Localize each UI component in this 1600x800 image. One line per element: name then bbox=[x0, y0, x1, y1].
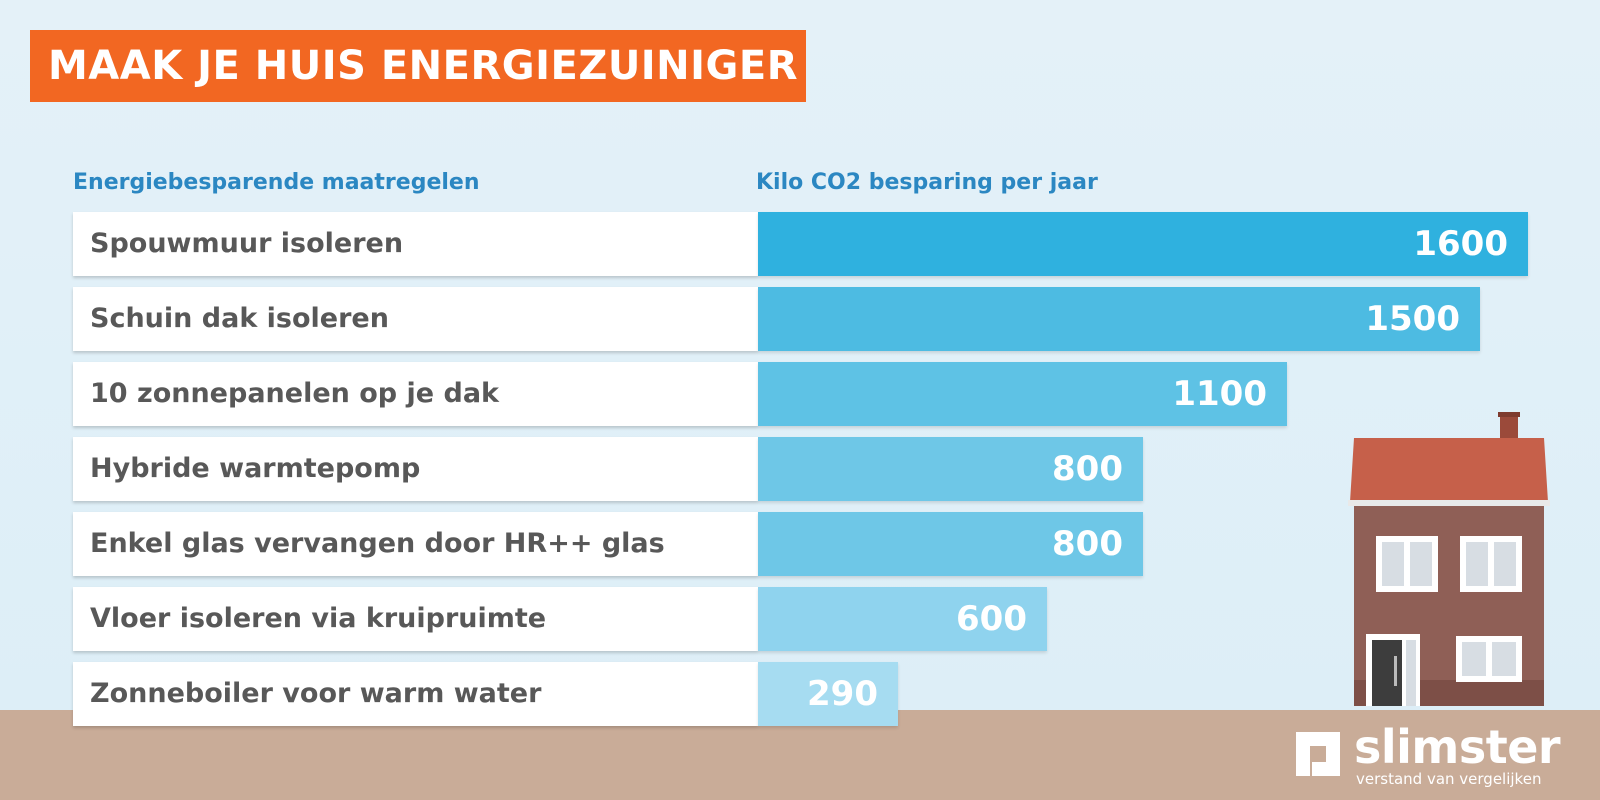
slimster-logo-icon bbox=[1296, 732, 1340, 776]
bar bbox=[758, 212, 1528, 276]
measures-header: Energiebesparende maatregelen bbox=[73, 170, 480, 195]
window-icon bbox=[1460, 536, 1522, 592]
brand-logo: slimster verstand van vergelijken bbox=[1290, 720, 1590, 790]
category-label: Schuin dak isoleren bbox=[73, 287, 758, 351]
page-title: MAAK JE HUIS ENERGIEZUINIGER bbox=[30, 30, 806, 102]
category-label: Zonneboiler voor warm water bbox=[73, 662, 758, 726]
door-icon bbox=[1366, 634, 1420, 706]
window-icon bbox=[1376, 536, 1438, 592]
bar bbox=[758, 287, 1480, 351]
value-label: 290 bbox=[807, 674, 878, 714]
brand-tagline: verstand van vergelijken bbox=[1356, 770, 1542, 788]
house-illustration bbox=[1348, 412, 1550, 706]
value-label: 600 bbox=[956, 599, 1027, 639]
roof-icon bbox=[1350, 438, 1548, 502]
bar bbox=[758, 437, 1143, 501]
value-label: 1100 bbox=[1172, 374, 1267, 414]
value-label: 1600 bbox=[1413, 224, 1508, 264]
window-icon bbox=[1456, 636, 1522, 682]
co2-savings-header: Kilo CO2 besparing per jaar bbox=[756, 170, 1098, 195]
category-label: Enkel glas vervangen door HR++ glas bbox=[73, 512, 758, 576]
value-label: 800 bbox=[1052, 524, 1123, 564]
category-label: 10 zonnepanelen op je dak bbox=[73, 362, 758, 426]
category-label: Hybride warmtepomp bbox=[73, 437, 758, 501]
value-label: 1500 bbox=[1365, 299, 1460, 339]
category-label: Spouwmuur isoleren bbox=[73, 212, 758, 276]
value-label: 800 bbox=[1052, 449, 1123, 489]
bar bbox=[758, 662, 898, 726]
bar bbox=[758, 362, 1287, 426]
category-label: Vloer isoleren via kruipruimte bbox=[73, 587, 758, 651]
bar bbox=[758, 587, 1047, 651]
brand-name: slimster bbox=[1354, 720, 1561, 774]
bar bbox=[758, 512, 1143, 576]
chimney-icon bbox=[1500, 414, 1518, 440]
